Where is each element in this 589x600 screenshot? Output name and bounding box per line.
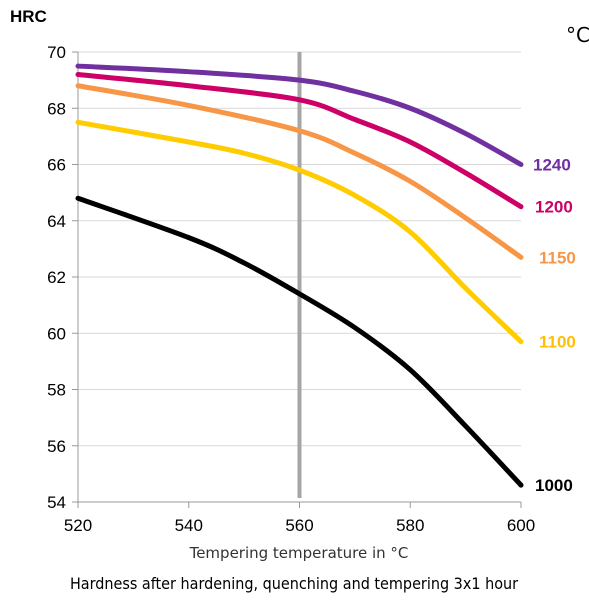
x-tick-label: 600 (507, 516, 535, 535)
series-lines (75, 52, 524, 498)
series-line-1200 (75, 72, 524, 210)
tick-labels: 54 56 58 60 62 64 66 68 70 520 540 560 580 600 (47, 43, 535, 535)
x-tick-label: 580 (396, 516, 424, 535)
series-label-1000: 1000 (535, 476, 573, 495)
y-tick-label: 66 (47, 156, 66, 175)
y-tick-label: 68 (47, 99, 66, 118)
x-tick-label: 540 (175, 516, 203, 535)
y-tick-label: 70 (47, 43, 66, 62)
series-labels: 1240 1200 1150 1100 1000 (533, 156, 576, 496)
y-tick-label: 56 (47, 437, 66, 456)
y-tick-label: 64 (47, 212, 66, 231)
y-tick-label: 58 (47, 381, 66, 400)
axes (72, 51, 522, 508)
series-line-1150 (75, 83, 524, 260)
y-axis-label: HRC (10, 7, 47, 26)
x-axis-label: Tempering temperature in °C (189, 544, 409, 562)
chart-caption: Hardness after hardening, quenching and … (70, 574, 518, 593)
series-label-1150: 1150 (539, 248, 576, 267)
y-tick-label: 54 (47, 493, 66, 512)
series-line-1100 (75, 119, 524, 345)
series-label-1200: 1200 (535, 198, 573, 217)
x-tick-label: 520 (64, 516, 92, 535)
series-line-1000 (75, 195, 524, 488)
x-tick-label: 560 (285, 516, 313, 535)
series-line-1240 (75, 63, 524, 167)
y-tick-label: 60 (47, 324, 66, 343)
y-tick-label: 62 (47, 268, 66, 287)
series-label-1240: 1240 (533, 156, 571, 175)
series-label-1100: 1100 (539, 333, 576, 352)
legend-unit-label: °C (566, 23, 589, 47)
